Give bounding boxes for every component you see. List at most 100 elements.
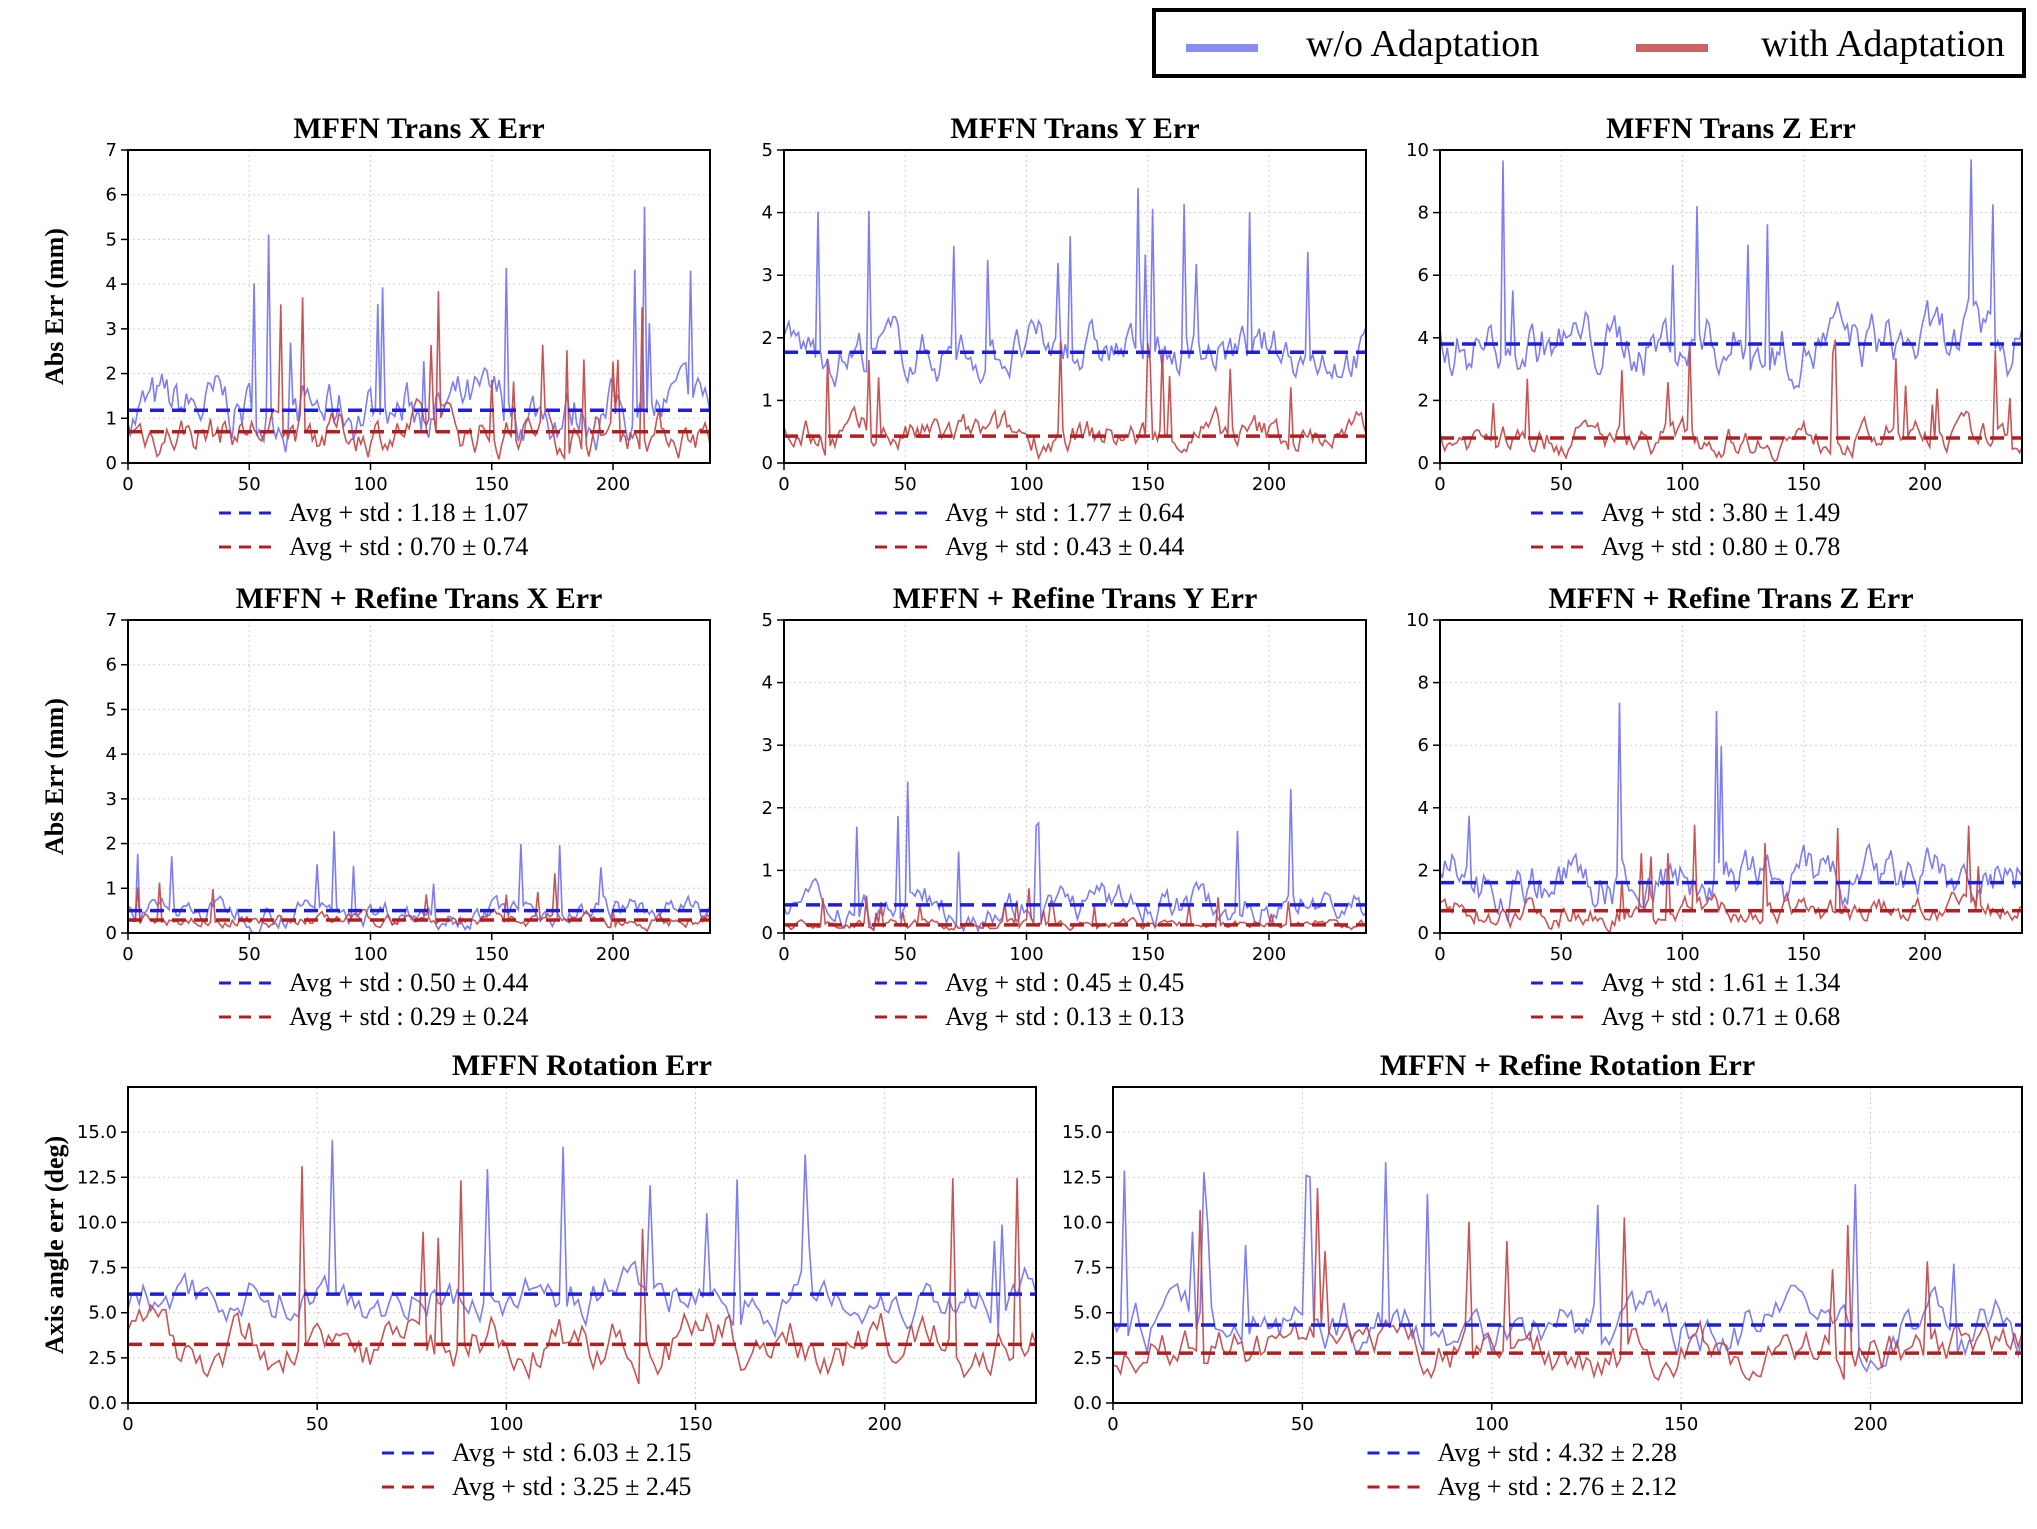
plot-frame	[1439, 619, 2023, 934]
x-tick-label: 50	[1550, 474, 1573, 495]
y-tick-label: 6	[106, 655, 117, 676]
x-tick-label: 0	[778, 944, 789, 965]
series-line-with	[1439, 824, 2023, 935]
y-tick-label: 0.0	[88, 1393, 117, 1414]
x-tick-label: 0	[778, 474, 789, 495]
y-tick-label: 1	[106, 408, 117, 429]
legend-label-without: w/o Adaptation	[1306, 23, 1540, 65]
chart-ref-rot: 0.0 2.5 5.0 7.5 10.0 12.5 15.0 0 50 100 150 200 MFFN…	[1062, 1049, 2023, 1501]
y-tick-label: 2	[106, 834, 117, 855]
chart-title: MFFN Trans Y Err	[950, 112, 1199, 145]
x-tick-label: 150	[1787, 944, 1821, 965]
legend: w/o Adaptation with Adaptation	[1152, 8, 2026, 78]
x-tick-label: 50	[238, 944, 261, 965]
x-tick-label: 200	[596, 474, 630, 495]
x-tick-label: 0	[122, 944, 133, 965]
y-tick-label: 5.0	[1073, 1303, 1102, 1324]
stats-label: Avg + std : 1.61 ± 1.34	[1601, 968, 1840, 997]
y-tick-label: 3	[106, 319, 117, 340]
x-tick-label: 100	[353, 474, 387, 495]
y-tick-label: 5	[106, 229, 117, 250]
x-tick-label: 100	[1665, 944, 1699, 965]
x-tick-label: 0	[1107, 1414, 1118, 1435]
y-tick-label: 7.5	[88, 1258, 117, 1279]
series-line-without	[1439, 702, 2023, 922]
y-tick-label: 2	[762, 798, 773, 819]
y-tick-label: 0	[1418, 923, 1429, 944]
stats-label: Avg + std : 0.45 ± 0.45	[945, 968, 1184, 997]
legend-label-with: with Adaptation	[1761, 23, 2005, 65]
x-tick-label: 150	[1664, 1414, 1698, 1435]
x-tick-label: 200	[1853, 1414, 1887, 1435]
stats-label: Avg + std : 3.80 ± 1.49	[1601, 498, 1840, 527]
stats-label: Avg + std : 0.70 ± 0.74	[289, 532, 528, 561]
x-tick-label: 150	[1787, 474, 1821, 495]
y-tick-label: 3	[762, 265, 773, 286]
y-tick-label: 5	[106, 699, 117, 720]
y-tick-label: 10	[1406, 610, 1429, 631]
stats-label: Avg + std : 0.50 ± 0.44	[289, 968, 528, 997]
stats-label: Avg + std : 0.43 ± 0.44	[945, 532, 1184, 561]
series-line-without	[1112, 1162, 2023, 1374]
y-tick-label: 2	[1418, 390, 1429, 411]
x-tick-label: 150	[1131, 474, 1165, 495]
x-tick-label: 0	[1434, 474, 1445, 495]
y-tick-label: 7	[106, 610, 117, 631]
y-tick-label: 4	[1418, 328, 1429, 349]
y-tick-label: 0.0	[1073, 1393, 1102, 1414]
chart-title: MFFN Trans Z Err	[1606, 112, 1856, 145]
chart-title: MFFN Rotation Err	[452, 1049, 712, 1082]
y-tick-label: 8	[1418, 673, 1429, 694]
series-line-with	[127, 1166, 1037, 1385]
y-axis-label: Abs Err (mm)	[40, 698, 69, 855]
y-tick-label: 15.0	[1062, 1122, 1102, 1143]
x-tick-label: 150	[1131, 944, 1165, 965]
y-tick-label: 0	[106, 453, 117, 474]
stats-label: Avg + std : 0.13 ± 0.13	[945, 1002, 1184, 1031]
y-tick-label: 7	[106, 140, 117, 161]
x-tick-label: 100	[353, 944, 387, 965]
y-tick-label: 5.0	[88, 1303, 117, 1324]
x-tick-label: 0	[122, 1414, 133, 1435]
y-axis-label: Axis angle err (deg)	[40, 1136, 69, 1354]
chart-mffn-x: 0 1 2 3 4 5 6 7 0 50 100 150 200 MFFN Trans X Err Abs …	[40, 112, 711, 561]
x-tick-label: 100	[1475, 1414, 1509, 1435]
series-line-without	[783, 188, 1367, 387]
series-line-without	[783, 781, 1367, 934]
x-tick-label: 200	[1252, 944, 1286, 965]
x-tick-label: 150	[678, 1414, 712, 1435]
plot-frame	[127, 149, 711, 464]
x-tick-label: 200	[1252, 474, 1286, 495]
x-tick-label: 150	[475, 944, 509, 965]
y-tick-label: 3	[762, 735, 773, 756]
y-tick-label: 12.5	[77, 1167, 117, 1188]
y-tick-label: 4	[762, 203, 773, 224]
series-line-with	[1112, 1188, 2023, 1382]
x-tick-label: 50	[306, 1414, 329, 1435]
y-tick-label: 2.5	[1073, 1348, 1102, 1369]
y-tick-label: 15.0	[77, 1122, 117, 1143]
y-tick-label: 2	[106, 364, 117, 385]
x-tick-label: 200	[1908, 474, 1942, 495]
x-tick-label: 50	[894, 474, 917, 495]
x-tick-label: 0	[1434, 944, 1445, 965]
y-tick-label: 1	[106, 878, 117, 899]
y-tick-label: 6	[1418, 735, 1429, 756]
stats-label: Avg + std : 0.71 ± 0.68	[1601, 1002, 1840, 1031]
y-tick-label: 10.0	[1062, 1212, 1102, 1233]
y-tick-label: 1	[762, 390, 773, 411]
stats-label: Avg + std : 6.03 ± 2.15	[452, 1438, 691, 1467]
y-tick-label: 4	[106, 744, 117, 765]
chart-title: MFFN + Refine Trans X Err	[236, 582, 603, 615]
chart-mffn-rot: 0.0 2.5 5.0 7.5 10.0 12.5 15.0 0 50 100 150 200 MFFN…	[40, 1049, 1037, 1501]
stats-label: Avg + std : 3.25 ± 2.45	[452, 1472, 691, 1501]
y-tick-label: 10.0	[77, 1212, 117, 1233]
x-tick-label: 200	[596, 944, 630, 965]
y-tick-label: 1	[762, 860, 773, 881]
x-tick-label: 0	[122, 474, 133, 495]
stats-label: Avg + std : 4.32 ± 2.28	[1438, 1438, 1677, 1467]
y-tick-label: 0	[106, 923, 117, 944]
chart-title: MFFN Trans X Err	[293, 112, 544, 145]
